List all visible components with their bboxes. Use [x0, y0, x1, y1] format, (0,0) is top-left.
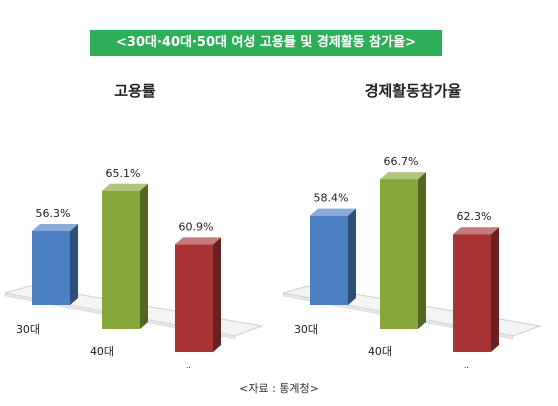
employment-rate-chart: 고용률 56.3% 30대 65.1% 40대 60.9% 50대: [0, 68, 270, 368]
bar-front: [32, 231, 70, 305]
value-label: 58.4%: [314, 192, 349, 205]
value-label: 60.9%: [179, 220, 214, 233]
value-label: 56.3%: [36, 207, 71, 220]
bar-top: [175, 237, 221, 245]
value-label: 62.3%: [457, 210, 492, 223]
bar-front: [453, 234, 491, 352]
bar-top: [380, 172, 426, 180]
value-label: 66.7%: [384, 155, 419, 168]
source-note: <자료 : 통계청>: [239, 382, 319, 395]
bar-30대: [310, 208, 356, 305]
category-label: 30대: [16, 323, 40, 336]
bar-top: [453, 227, 499, 235]
category-label: 40대: [90, 345, 114, 358]
bar-top: [102, 183, 148, 191]
value-label: 65.1%: [106, 167, 141, 180]
category-label: 40대: [368, 345, 392, 358]
participation-rate-chart: 경제활동참가율 58.4% 30대 66.7% 40대 62.3% 50대: [278, 68, 548, 368]
chart-title: 고용률: [114, 82, 156, 100]
page-title: <30대·40대·50대 여성 고용률 및 경제활동 참가율>: [90, 30, 442, 56]
chart-canvas: 56.3% 30대 65.1% 40대 60.9% 50대: [4, 167, 264, 368]
bar-front: [380, 179, 418, 329]
category-label: 30대: [294, 323, 318, 336]
chart-canvas: 58.4% 30대 66.7% 40대 62.3% 50대: [282, 155, 542, 368]
bar-side: [70, 224, 78, 305]
category-label: 50대: [167, 366, 191, 368]
bar-side: [348, 208, 356, 305]
bar-front: [310, 215, 348, 305]
bar-40대: [380, 172, 426, 329]
bar-front: [175, 244, 213, 352]
bar-top: [310, 208, 356, 216]
bar-50대: [175, 237, 221, 352]
bar-30대: [32, 224, 78, 305]
bar-front: [102, 190, 140, 329]
bar-50대: [453, 227, 499, 352]
bar-side: [140, 183, 148, 329]
bar-side: [213, 237, 221, 352]
bar-side: [418, 172, 426, 329]
bar-side: [491, 227, 499, 352]
category-label: 50대: [445, 366, 469, 368]
chart-title: 경제활동참가율: [364, 82, 462, 100]
bar-40대: [102, 183, 148, 329]
bar-top: [32, 224, 78, 232]
